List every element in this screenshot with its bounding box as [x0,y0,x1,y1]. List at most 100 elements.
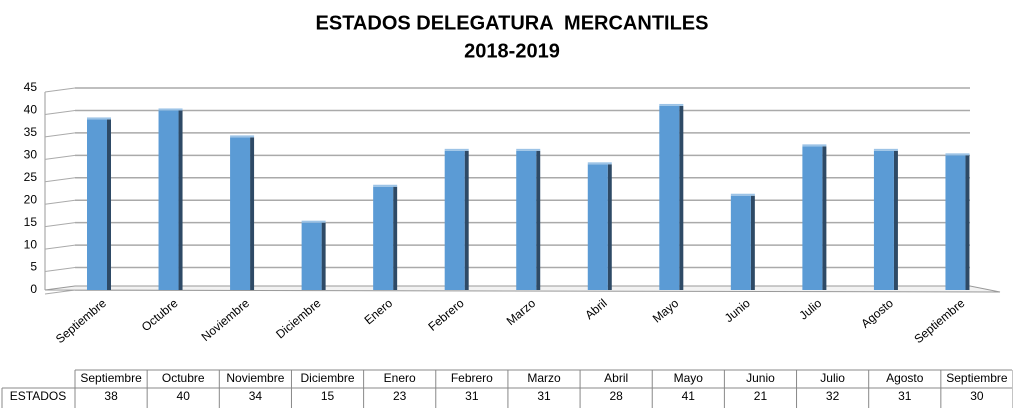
table-header: Junio [746,371,775,385]
bar-top [587,162,612,165]
bar-top [301,220,326,223]
bar-side [321,222,326,290]
bar-side [178,110,183,290]
table-value: 38 [104,389,118,403]
y-tick-label: 0 [30,282,37,296]
table-header: Febrero [451,371,493,385]
chart-title: ESTADOS DELEGATURA MERCANTILES [316,12,709,34]
bar [373,186,394,290]
bar-side [822,146,827,290]
bar-side [536,150,541,290]
grid-line [44,109,76,115]
grid-line [44,222,76,228]
bar [945,155,966,290]
bar-side [393,186,398,290]
table-value: 31 [898,389,912,403]
bar-side [607,164,612,290]
table-value: 30 [970,389,984,403]
chart-subtitle: 2018-2019 [464,40,560,62]
x-tick-label: Agosto [858,296,896,331]
table-header: Julio [820,371,845,385]
table-header: Abril [604,371,628,385]
bar [516,150,537,290]
table-value: 32 [826,389,840,403]
table-header: Marzo [527,371,561,385]
table-header: Diciembre [301,371,355,385]
bar-side [679,105,684,290]
x-tick-label: Diciembre [273,296,324,342]
bar-top [659,103,684,106]
x-tick-label: Abril [582,296,609,322]
bar-top [945,153,970,156]
x-tick-label: Enero [362,296,396,328]
table-header: Septiembre [80,371,142,385]
x-tick-label: Julio [796,296,824,323]
y-tick-label: 10 [24,237,38,251]
x-tick-label: Noviembre [199,296,253,344]
y-tick-label: 25 [24,170,38,184]
table-value: 34 [249,389,263,403]
table-header: Mayo [674,371,704,385]
y-tick-label: 30 [24,148,38,162]
y-tick-label: 45 [24,80,38,94]
bar-side [464,150,469,290]
table-value: 31 [465,389,479,403]
table-header: Enero [384,371,416,385]
table-value: 40 [177,389,191,403]
bar [587,164,608,290]
table-header: Noviembre [226,371,284,385]
table-series-name: ESTADOS [10,389,66,403]
bar-top [444,148,469,151]
table-value: 15 [321,389,335,403]
bar [873,150,894,290]
x-tick-label: Febrero [425,296,466,334]
table-value: 23 [393,389,407,403]
grid-line [44,177,76,183]
bar [659,105,680,290]
bar [802,146,823,290]
bar-top [158,108,183,111]
grid-line [44,267,76,273]
table-value: 31 [537,389,551,403]
bar-top [873,148,898,151]
grid-line [44,154,76,160]
x-tick-label: Septiembre [911,296,967,346]
bar-top [373,184,398,187]
bar [301,222,322,290]
bar [230,137,251,290]
bar [87,119,107,290]
table-value: 21 [754,389,768,403]
grid-line [44,132,76,138]
grid-line [44,199,76,205]
bar [444,150,465,290]
bar-side [750,195,755,290]
table-header: Octubre [162,371,205,385]
bar-top [87,117,111,120]
table-header: Septiembre [946,371,1008,385]
y-tick-label: 40 [24,103,38,117]
y-tick-label: 35 [24,125,38,139]
x-tick-label: Marzo [504,296,539,328]
x-tick-label: Septiembre [53,296,109,346]
x-tick-label: Octubre [139,296,181,334]
grid-line [44,289,76,295]
bar-top [802,144,827,147]
bar-side [893,150,898,290]
x-tick-label: Junio [722,296,753,325]
table-header: Agosto [886,371,924,385]
y-tick-label: 20 [24,192,38,206]
table-value: 28 [609,389,623,403]
x-tick-label: Mayo [650,296,682,326]
bar [730,195,751,290]
bar-top [730,193,755,196]
table-value: 41 [682,389,696,403]
bar [158,110,179,290]
grid-line [44,244,76,250]
bar-top [516,148,541,151]
bar-top [230,135,255,138]
y-tick-label: 15 [24,215,38,229]
y-tick-label: 5 [30,260,37,274]
grid-line [44,87,76,93]
bar-side [250,137,255,290]
